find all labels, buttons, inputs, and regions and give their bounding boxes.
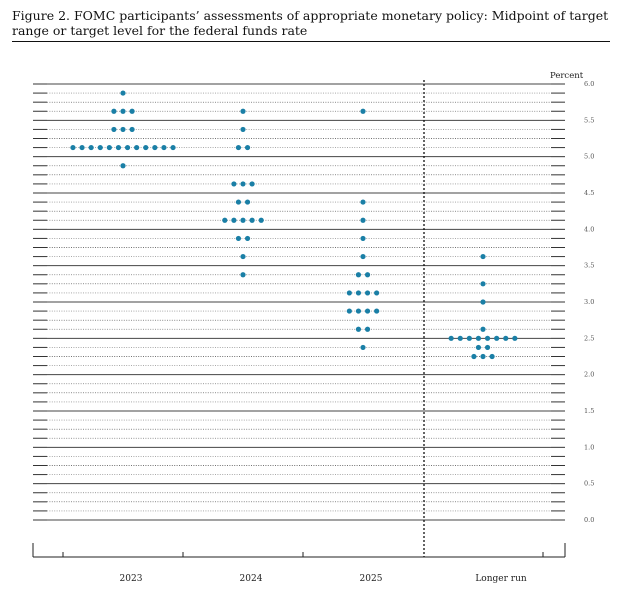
dot-marker — [244, 199, 251, 205]
y-tick-label: 1.5 — [584, 407, 594, 415]
dot-marker — [240, 253, 246, 260]
dot-marker — [235, 199, 242, 205]
dot-marker — [106, 144, 112, 151]
dot-marker — [480, 281, 486, 287]
dot-marker — [129, 126, 135, 133]
dot-marker — [235, 235, 242, 242]
dot-marker — [355, 272, 362, 278]
title-rule — [12, 41, 610, 42]
y-tick-label: 5.5 — [584, 116, 594, 124]
dot-marker — [161, 144, 167, 151]
y-tick-label: 3.0 — [584, 298, 594, 306]
dot-marker — [466, 335, 472, 341]
x-category-label: Longer run — [475, 574, 527, 584]
y-tick-label: 5.0 — [584, 153, 594, 161]
dot-marker — [374, 290, 380, 296]
dot-marker — [240, 126, 246, 133]
x-category-label: 2025 — [360, 574, 383, 584]
y-tick-label: 3.5 — [584, 262, 594, 270]
dot-marker — [355, 308, 362, 314]
dot-marker — [503, 335, 509, 341]
dot-marker — [480, 299, 486, 305]
dot-marker — [152, 144, 158, 151]
y-tick-label: 1.0 — [584, 443, 594, 451]
dot-marker — [240, 108, 246, 114]
y-tick-label: 4.5 — [584, 189, 594, 197]
y-tick-label: 6.0 — [584, 80, 594, 88]
axis-frame — [32, 543, 566, 558]
dot-marker — [124, 144, 131, 151]
dot-marker — [244, 144, 251, 151]
dot-marker — [129, 108, 135, 114]
y-axis-unit-label: Percent — [550, 71, 584, 81]
dot-marker — [448, 335, 454, 341]
dot-marker — [480, 253, 486, 260]
dot-marker — [360, 217, 366, 223]
dot-marker — [484, 335, 491, 341]
dot-marker — [120, 108, 126, 114]
dot-marker — [512, 335, 518, 341]
dot-marker — [222, 217, 228, 223]
dot-marker — [249, 217, 255, 223]
figure-title: Figure 2. FOMC participants’ assessments… — [12, 8, 609, 38]
dot-marker — [457, 335, 463, 341]
dot-marker — [346, 290, 352, 296]
y-tick-label: 4.0 — [584, 225, 594, 233]
dot-marker — [120, 163, 126, 169]
dot-marker — [471, 353, 477, 360]
y-tick-label: 0.5 — [584, 480, 594, 488]
dot-marker — [111, 126, 117, 133]
dot-marker — [355, 326, 362, 332]
dot-marker — [360, 344, 366, 351]
dot-marker — [97, 144, 103, 151]
dot-marker — [231, 181, 237, 187]
dot-marker — [360, 108, 366, 114]
dot-marker — [480, 326, 486, 332]
x-category-labels: 2023 2024 2025 Longer run — [120, 574, 527, 584]
dot-marker — [360, 253, 366, 260]
dot-marker — [346, 308, 352, 314]
dot-marker — [240, 272, 246, 278]
dot-marker — [494, 335, 500, 341]
dot-marker — [170, 144, 176, 151]
dot-marker — [475, 335, 482, 341]
y-tick-label: 2.5 — [584, 334, 594, 342]
dot-marker — [120, 90, 126, 96]
dot-marker — [249, 181, 255, 187]
dot-marker — [231, 217, 237, 223]
y-tick-label: 2.0 — [584, 371, 594, 379]
dot-marker — [244, 235, 251, 242]
x-category-label: 2024 — [240, 574, 263, 584]
y-tick-label: 0.0 — [584, 516, 594, 524]
dot-marker — [79, 144, 85, 151]
dot-marker — [364, 326, 371, 332]
dot-marker — [134, 144, 140, 151]
x-category-label: 2023 — [120, 574, 143, 584]
dot-marker — [240, 217, 246, 223]
dot-marker — [355, 290, 362, 296]
dot-marker — [120, 126, 126, 133]
dot-marker — [475, 344, 482, 351]
dot-marker — [364, 308, 371, 314]
dot-marker — [70, 144, 76, 151]
dot-marker — [374, 308, 380, 314]
dot-marker — [143, 144, 149, 151]
dots-layer — [70, 90, 518, 360]
dot-marker — [360, 199, 366, 205]
dot-marker — [489, 353, 495, 360]
dot-marker — [484, 344, 491, 351]
dot-marker — [258, 217, 264, 223]
y-tick-labels: 0.0 0.5 1.0 1.5 2.0 2.5 3.0 3.5 4.0 4.5 5.0 5.5 6.0 — [584, 80, 594, 524]
dot-marker — [88, 144, 94, 151]
dot-marker — [115, 144, 122, 151]
dot-marker — [111, 108, 117, 114]
dot-marker — [480, 353, 486, 360]
dot-marker — [364, 290, 371, 296]
dot-marker — [240, 181, 246, 187]
dot-marker — [364, 272, 371, 278]
dot-marker — [235, 144, 242, 151]
dot-marker — [360, 235, 366, 242]
